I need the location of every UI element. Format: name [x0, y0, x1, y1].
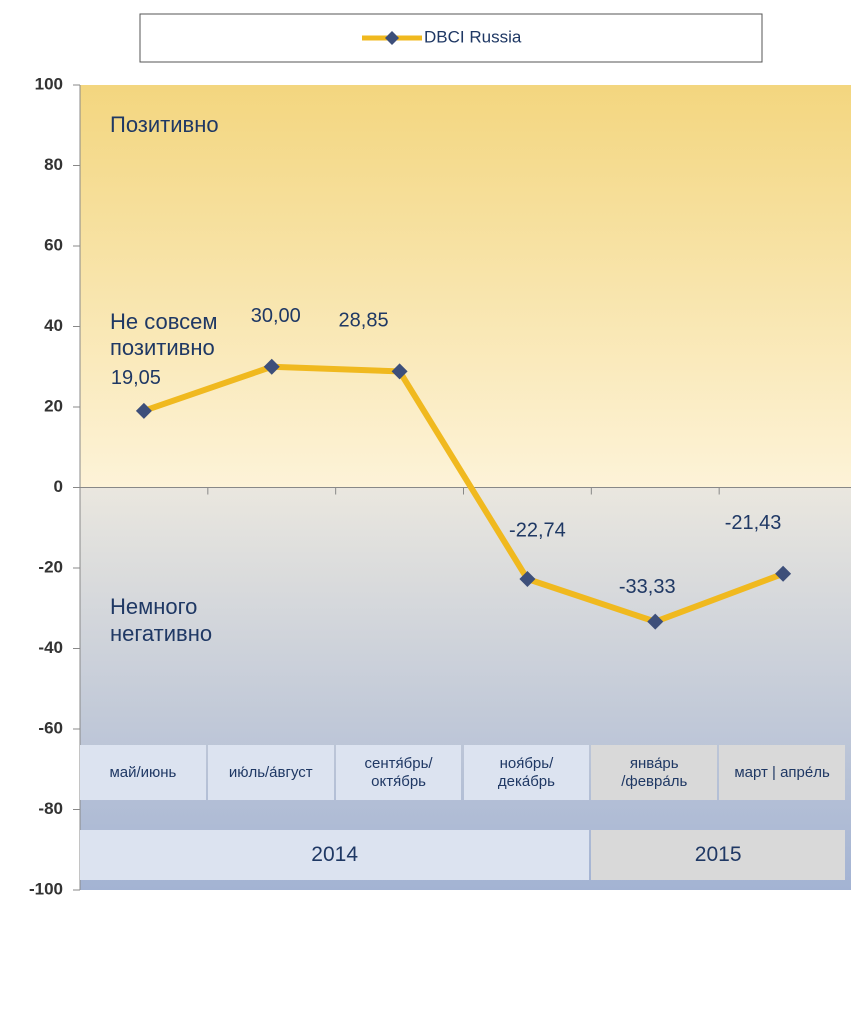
data-label: -33,33 [619, 576, 676, 598]
y-tick-label: 0 [54, 477, 63, 496]
y-tick-label: 100 [35, 74, 63, 93]
y-tick-label: -100 [29, 879, 63, 898]
marker [647, 613, 664, 630]
data-label: 28,85 [339, 310, 389, 332]
data-label: -21,43 [725, 512, 782, 534]
marker [135, 402, 152, 419]
y-tick-label: -60 [38, 718, 63, 737]
category-label: янва́рь /февра́ль [591, 745, 718, 800]
y-tick-label: -80 [38, 799, 63, 818]
y-tick-label: -20 [38, 557, 63, 576]
year-label: 2015 [591, 830, 845, 880]
series-line [142, 363, 785, 625]
y-tick-label: 60 [44, 235, 63, 254]
data-label: 30,00 [251, 305, 301, 327]
marker [519, 571, 536, 588]
legend-label: DBCI Russia [424, 27, 522, 46]
legend-box [139, 13, 763, 63]
category-label: ию́ль/а́вгуст [207, 745, 334, 800]
marker [263, 358, 280, 375]
y-tick-label: 80 [44, 155, 63, 174]
category-label: май/июнь [80, 745, 206, 800]
y-tick-label: -40 [38, 638, 63, 657]
y-tick-label: 20 [44, 396, 63, 415]
zone-label: Не совсем позитивно [110, 308, 218, 360]
data-label: 19,05 [111, 367, 161, 389]
marker [775, 565, 792, 582]
category-label: сентя́брь/ октя́брь [335, 745, 462, 800]
category-label: март | апре́ль [719, 745, 845, 800]
marker [391, 363, 408, 380]
year-label: 2014 [80, 830, 590, 880]
zone-label: Немного негативно [110, 594, 213, 646]
data-label: -22,74 [509, 519, 566, 541]
y-tick-label: 40 [44, 316, 63, 335]
category-label: ноя́брь/ дека́брь [463, 745, 590, 800]
zone-label: Позитивно [110, 112, 219, 138]
legend-marker [385, 31, 399, 45]
